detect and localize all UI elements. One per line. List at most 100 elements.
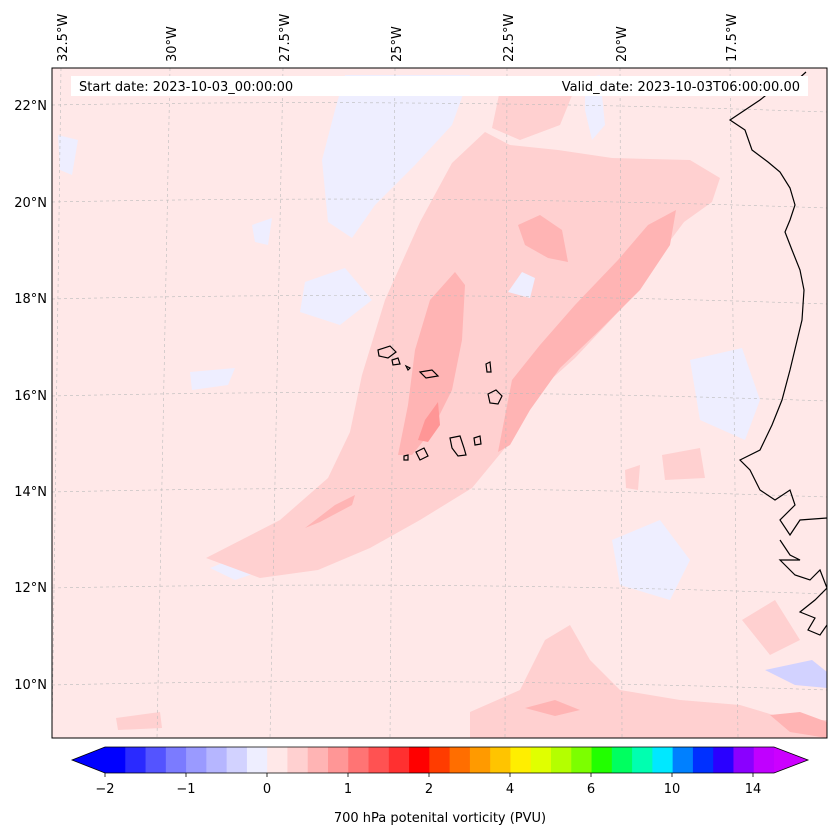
colorbar-segment: [165, 747, 187, 773]
colorbar-tick-label: −2: [95, 782, 114, 797]
colorbar-segment: [246, 747, 268, 773]
colorbar-segment: [388, 747, 410, 773]
colorbar-segments: [105, 747, 775, 773]
island-santiago: [449, 435, 467, 457]
colorbar-segment: [429, 747, 451, 773]
lat-label: 18°N: [14, 292, 47, 307]
lon-label: 20°W: [615, 26, 630, 62]
colorbar: −2 −1 0 1 2 4 6 10 14 700 hPa potenital …: [70, 746, 810, 826]
neg-region-west: [300, 268, 372, 325]
colorbar-segment: [510, 747, 532, 773]
colorbar-segment: [632, 747, 653, 773]
colorbar-label: 700 hPa potenital vorticity (PVU): [334, 811, 546, 826]
pos-core-south: [525, 700, 580, 716]
island-santa-luzia: [404, 364, 412, 372]
island-santo-antao: [377, 345, 397, 359]
colorbar-segment: [409, 747, 430, 773]
colorbar-segment: [692, 747, 714, 773]
gridlines: [52, 68, 827, 738]
pos-band-main: [206, 132, 720, 578]
pos-core-north: [518, 215, 568, 262]
island-maio: [473, 435, 482, 446]
pos-patch-east-2: [625, 465, 640, 490]
colorbar-segment: [733, 747, 755, 773]
colorbar-segment: [551, 747, 572, 773]
colorbar-segment: [267, 747, 289, 773]
neg-region-far-west: [58, 135, 78, 175]
colorbar-segment: [469, 747, 491, 773]
african-coastline: [728, 71, 827, 636]
colorbar-segment: [490, 747, 512, 773]
colorbar-segment: [652, 747, 674, 773]
lon-label: 32.5°W: [56, 14, 71, 62]
island-sal: [485, 361, 492, 373]
colorbar-over-arrow: [774, 747, 808, 773]
pos-patch-east-3: [742, 600, 800, 655]
contour-fields: [58, 75, 827, 738]
colorbar-segment: [571, 747, 593, 773]
colorbar-segment: [611, 747, 633, 773]
colorbar-ticks: [104, 773, 754, 777]
colorbar-segment: [186, 747, 207, 773]
colorbar-segment: [287, 747, 309, 773]
colorbar-segment: [206, 747, 228, 773]
neg-region-wsw: [190, 368, 235, 390]
coastlines: [377, 71, 827, 636]
island-sao-vicente: [391, 357, 401, 366]
island-boa-vista: [487, 389, 503, 405]
lon-label: 25°W: [390, 26, 405, 62]
colorbar-segment: [307, 747, 329, 773]
colorbar-tick-label: 0: [263, 782, 271, 797]
start-date-label: Start date: 2023-10-03_00:00:00: [79, 80, 293, 95]
colorbar-segment: [145, 747, 167, 773]
map-frame: [51, 67, 828, 739]
colorbar-tick-labels: −2 −1 0 1 2 4 6 10 14: [95, 782, 761, 797]
pos-core-southeast: [770, 712, 827, 738]
pos-core-west-filament: [398, 272, 465, 455]
colorbar-segment: [713, 747, 735, 773]
lat-label: 20°N: [14, 196, 47, 211]
neg-hole-central: [508, 272, 535, 298]
neg-region-southeast: [765, 660, 827, 688]
lat-label: 22°N: [14, 99, 47, 114]
latitude-labels: 22°N 20°N 18°N 16°N 14°N 12°N 10°N: [14, 99, 47, 693]
lon-label: 30°W: [165, 26, 180, 62]
colorbar-tick-label: 14: [745, 782, 762, 797]
colorbar-segment: [591, 747, 613, 773]
neg-region-north: [322, 75, 470, 238]
pos-patch-east-1: [662, 448, 705, 480]
pos-patch-south-2: [116, 712, 162, 730]
colorbar-segment: [530, 747, 552, 773]
colorbar-segment: [672, 747, 694, 773]
colorbar-under-arrow: [72, 747, 105, 773]
neg-region-west-small: [252, 218, 272, 245]
colorbar-tick-label: −1: [176, 782, 195, 797]
neg-region-east-lower: [612, 520, 690, 600]
lat-label: 14°N: [14, 485, 47, 500]
pos-core-east-filament: [498, 210, 676, 452]
colorbar-tick-label: 2: [425, 782, 433, 797]
colorbar-segment: [105, 747, 126, 773]
longitude-labels: 32.5°W 30°W 27.5°W 25°W 22.5°W 20°W 17.5…: [56, 14, 740, 62]
pos-core-strong: [418, 402, 440, 442]
colorbar-segment: [368, 747, 390, 773]
lat-label: 16°N: [14, 389, 47, 404]
colorbar-segment: [328, 747, 349, 773]
date-header-box: [71, 76, 808, 96]
colorbar-tick-label: 1: [344, 782, 352, 797]
colorbar-tick-label: 6: [587, 782, 595, 797]
lon-label: 27.5°W: [278, 14, 293, 62]
colorbar-segment: [125, 747, 147, 773]
colorbar-tick-label: 10: [664, 782, 681, 797]
lon-label: 22.5°W: [502, 14, 517, 62]
lon-label: 17.5°W: [725, 14, 740, 62]
island-sao-nicolau: [418, 369, 440, 379]
colorbar-tick-label: 4: [506, 782, 514, 797]
colorbar-segment: [449, 747, 471, 773]
valid-date-label: Valid_date: 2023-10-03T06:00:00.00: [562, 80, 800, 95]
colorbar-segment: [226, 747, 248, 773]
lat-label: 10°N: [14, 678, 47, 693]
neg-region-east-mid: [690, 348, 760, 440]
